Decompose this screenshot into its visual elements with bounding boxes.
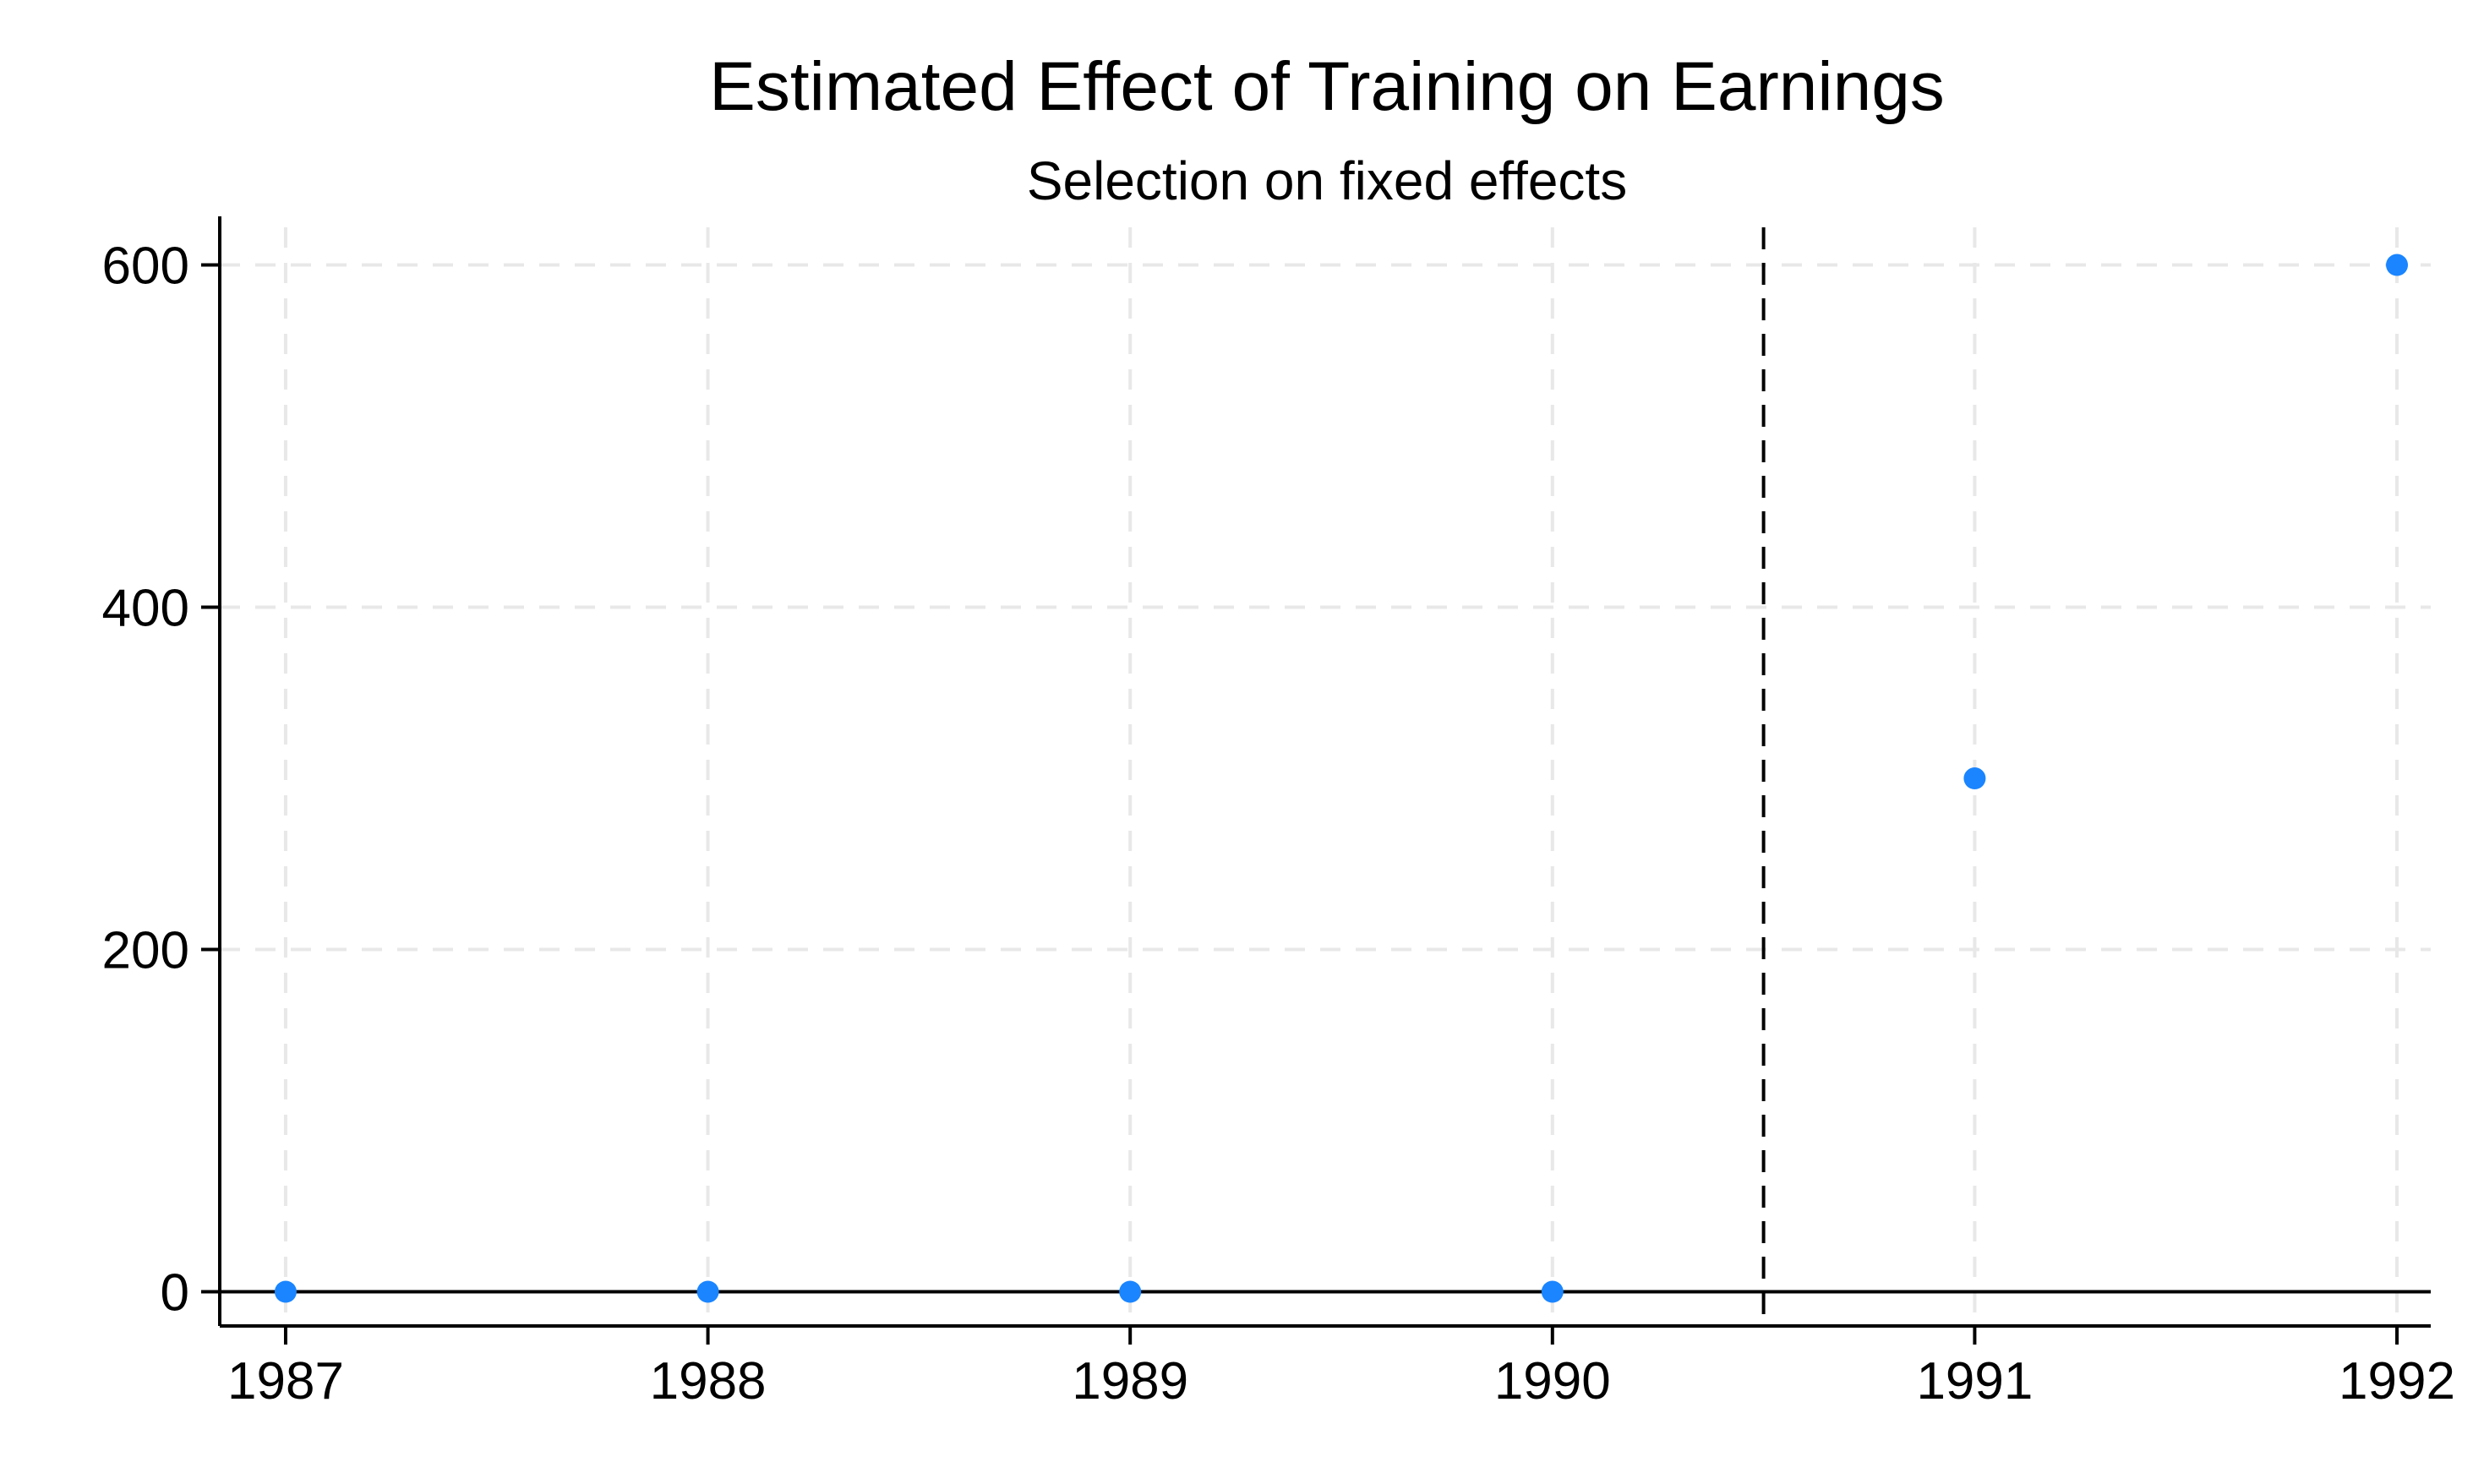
- x-tick-label: 1991: [1916, 1352, 2033, 1410]
- x-tick-label: 1988: [650, 1352, 767, 1410]
- x-tick-label: 1992: [2339, 1352, 2455, 1410]
- grid: [220, 227, 2431, 1326]
- y-tick-label: 600: [102, 237, 189, 296]
- data-points: [274, 254, 2409, 1303]
- data-point: [1119, 1280, 1142, 1303]
- chart-title: Estimated Effect of Training on Earnings: [709, 48, 1945, 125]
- data-point: [274, 1280, 297, 1303]
- y-tick-label: 200: [102, 922, 189, 980]
- x-tick-label: 1987: [227, 1352, 344, 1410]
- axes: [201, 216, 2431, 1345]
- data-point: [1541, 1280, 1564, 1303]
- x-tick-label: 1990: [1494, 1352, 1611, 1410]
- y-tick-label: 0: [161, 1264, 189, 1323]
- data-point: [2386, 254, 2409, 276]
- reference-lines: [220, 227, 2431, 1326]
- chart-subtitle: Selection on fixed effects: [1027, 150, 1627, 211]
- y-tick-label: 400: [102, 580, 189, 638]
- data-point: [1963, 767, 1986, 790]
- tick-labels: 1987 1988 1989 1990 1991 1992 0 200 400 600: [102, 237, 2455, 1410]
- data-point: [696, 1280, 719, 1303]
- x-tick-label: 1989: [1072, 1352, 1188, 1410]
